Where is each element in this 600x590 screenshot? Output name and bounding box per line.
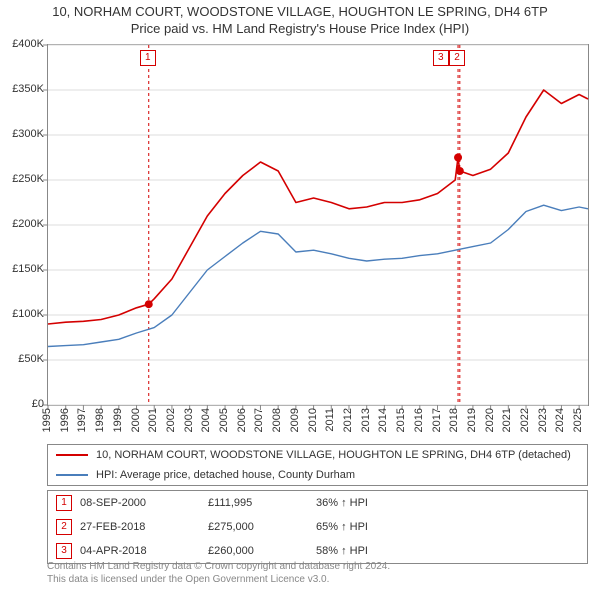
event-pct: 65% ↑ HPI xyxy=(316,521,579,533)
legend-swatch xyxy=(56,474,88,476)
event-date: 08-SEP-2000 xyxy=(80,497,200,509)
footer-line-2: This data is licensed under the Open Gov… xyxy=(47,573,390,586)
event-index-box: 3 xyxy=(56,543,72,559)
event-index-box: 1 xyxy=(56,495,72,511)
x-tick-label: 2006 xyxy=(236,408,248,432)
x-tick-label: 2008 xyxy=(271,408,283,432)
event-pct: 36% ↑ HPI xyxy=(316,497,579,509)
y-tick-label: £0 xyxy=(2,398,44,410)
event-pct: 58% ↑ HPI xyxy=(316,545,579,557)
x-tick-label: 2019 xyxy=(466,408,478,432)
x-tick-label: 2014 xyxy=(377,408,389,432)
x-tick-label: 2025 xyxy=(572,408,584,432)
x-tick-label: 2024 xyxy=(554,408,566,432)
event-marker-box: 1 xyxy=(140,50,156,66)
legend-label: HPI: Average price, detached house, Coun… xyxy=(96,469,355,481)
legend: 10, NORHAM COURT, WOODSTONE VILLAGE, HOU… xyxy=(47,444,588,486)
x-tick-label: 2016 xyxy=(413,408,425,432)
x-tick-label: 2017 xyxy=(431,408,443,432)
legend-item: 10, NORHAM COURT, WOODSTONE VILLAGE, HOU… xyxy=(48,445,587,465)
x-tick-label: 2013 xyxy=(360,408,372,432)
event-marker-box: 3 xyxy=(433,50,449,66)
x-tick-label: 2004 xyxy=(200,408,212,432)
x-tick-label: 2018 xyxy=(448,408,460,432)
x-tick-label: 2023 xyxy=(537,408,549,432)
plot-svg xyxy=(48,45,588,405)
footer-line-1: Contains HM Land Registry data © Crown c… xyxy=(47,560,390,573)
event-row: 2 27-FEB-2018 £275,000 65% ↑ HPI xyxy=(48,515,587,539)
plot-area xyxy=(47,44,589,406)
event-date: 27-FEB-2018 xyxy=(80,521,200,533)
x-tick-label: 2005 xyxy=(218,408,230,432)
title-line-2: Price paid vs. HM Land Registry's House … xyxy=(0,21,600,36)
x-tick-label: 1999 xyxy=(112,408,124,432)
x-tick-label: 2015 xyxy=(395,408,407,432)
x-tick-label: 2001 xyxy=(147,408,159,432)
y-tick-label: £250K xyxy=(2,173,44,185)
event-row: 1 08-SEP-2000 £111,995 36% ↑ HPI xyxy=(48,491,587,515)
x-tick-label: 2003 xyxy=(183,408,195,432)
x-tick-label: 2022 xyxy=(519,408,531,432)
x-tick-label: 1996 xyxy=(59,408,71,432)
title-line-1: 10, NORHAM COURT, WOODSTONE VILLAGE, HOU… xyxy=(0,4,600,19)
legend-swatch xyxy=(56,454,88,456)
x-tick-label: 1997 xyxy=(76,408,88,432)
footer: Contains HM Land Registry data © Crown c… xyxy=(47,560,390,586)
y-tick-label: £350K xyxy=(2,83,44,95)
chart-title: 10, NORHAM COURT, WOODSTONE VILLAGE, HOU… xyxy=(0,4,600,36)
event-date: 04-APR-2018 xyxy=(80,545,200,557)
y-tick-label: £150K xyxy=(2,263,44,275)
chart-container: { "title": { "line1": "10, NORHAM COURT,… xyxy=(0,0,600,590)
x-tick-label: 1995 xyxy=(41,408,53,432)
x-tick-label: 2002 xyxy=(165,408,177,432)
x-tick-label: 2010 xyxy=(307,408,319,432)
event-price: £275,000 xyxy=(208,521,308,533)
event-price: £260,000 xyxy=(208,545,308,557)
event-marker-box: 2 xyxy=(449,50,465,66)
legend-item: HPI: Average price, detached house, Coun… xyxy=(48,465,587,485)
event-index-box: 2 xyxy=(56,519,72,535)
legend-label: 10, NORHAM COURT, WOODSTONE VILLAGE, HOU… xyxy=(96,449,571,461)
events-table: 1 08-SEP-2000 £111,995 36% ↑ HPI 2 27-FE… xyxy=(47,490,588,564)
x-tick-label: 2012 xyxy=(342,408,354,432)
x-tick-label: 2021 xyxy=(501,408,513,432)
y-tick-label: £300K xyxy=(2,128,44,140)
x-tick-label: 2000 xyxy=(130,408,142,432)
y-tick-label: £200K xyxy=(2,218,44,230)
y-tick-label: £100K xyxy=(2,308,44,320)
event-price: £111,995 xyxy=(208,497,308,509)
x-tick-label: 2007 xyxy=(253,408,265,432)
x-tick-label: 1998 xyxy=(94,408,106,432)
y-tick-label: £400K xyxy=(2,38,44,50)
x-tick-label: 2011 xyxy=(324,408,336,432)
x-tick-label: 2009 xyxy=(289,408,301,432)
x-tick-label: 2020 xyxy=(484,408,496,432)
y-tick-label: £50K xyxy=(2,353,44,365)
